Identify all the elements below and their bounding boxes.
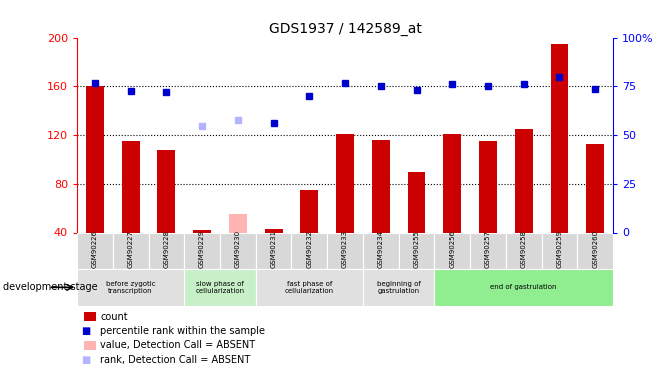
Bar [184, 232, 220, 269]
Text: ■: ■ [81, 326, 90, 336]
Text: GSM90260: GSM90260 [592, 230, 598, 268]
Text: GSM90234: GSM90234 [378, 230, 384, 268]
Text: percentile rank within the sample: percentile rank within the sample [100, 326, 265, 336]
Text: GSM90231: GSM90231 [271, 230, 277, 268]
Bar [444, 134, 461, 232]
Bar [407, 172, 425, 232]
Bar [184, 269, 256, 306]
Bar [586, 144, 604, 232]
Text: GSM90255: GSM90255 [413, 230, 419, 268]
Bar [363, 232, 399, 269]
Bar [434, 232, 470, 269]
Bar [479, 141, 497, 232]
Bar [256, 232, 291, 269]
Text: GSM90258: GSM90258 [521, 230, 527, 268]
Bar [363, 269, 434, 306]
Bar [399, 232, 434, 269]
Bar [327, 232, 363, 269]
Text: GSM90259: GSM90259 [557, 230, 562, 268]
Bar [434, 269, 613, 306]
Bar [229, 214, 247, 232]
Text: count: count [100, 312, 128, 322]
Bar [256, 269, 363, 306]
Bar [515, 129, 533, 232]
Text: GSM90229: GSM90229 [199, 230, 205, 268]
Bar [506, 232, 541, 269]
Bar [470, 232, 506, 269]
Text: GSM90227: GSM90227 [128, 230, 133, 268]
Bar [300, 190, 318, 232]
Bar [122, 141, 139, 232]
Text: GSM90230: GSM90230 [235, 230, 241, 268]
Bar [578, 232, 613, 269]
Bar [336, 134, 354, 232]
Bar [551, 44, 568, 232]
Bar [291, 232, 327, 269]
Text: GSM90228: GSM90228 [163, 230, 170, 268]
Text: rank, Detection Call = ABSENT: rank, Detection Call = ABSENT [100, 355, 251, 364]
Text: GSM90226: GSM90226 [92, 230, 98, 268]
Text: end of gastrulation: end of gastrulation [490, 284, 557, 290]
Text: GSM90233: GSM90233 [342, 230, 348, 268]
Text: development stage: development stage [3, 282, 98, 292]
Text: value, Detection Call = ABSENT: value, Detection Call = ABSENT [100, 340, 256, 350]
Bar [541, 232, 578, 269]
Text: ■: ■ [81, 355, 90, 364]
Bar [220, 232, 256, 269]
Text: GSM90257: GSM90257 [485, 230, 491, 268]
Text: before zygotic
transcription: before zygotic transcription [106, 281, 155, 294]
Text: slow phase of
cellularization: slow phase of cellularization [196, 281, 245, 294]
Bar [372, 140, 390, 232]
Text: beginning of
gastrulation: beginning of gastrulation [377, 281, 421, 294]
Bar [77, 232, 113, 269]
Title: GDS1937 / 142589_at: GDS1937 / 142589_at [269, 22, 421, 36]
Text: GSM90232: GSM90232 [306, 230, 312, 268]
Text: GSM90256: GSM90256 [450, 230, 455, 268]
Bar [113, 232, 149, 269]
Bar [149, 232, 184, 269]
Bar [265, 229, 283, 232]
Bar [157, 150, 176, 232]
Bar [86, 86, 104, 232]
Bar [193, 230, 211, 232]
Text: fast phase of
cellularization: fast phase of cellularization [285, 281, 334, 294]
Bar [77, 269, 184, 306]
